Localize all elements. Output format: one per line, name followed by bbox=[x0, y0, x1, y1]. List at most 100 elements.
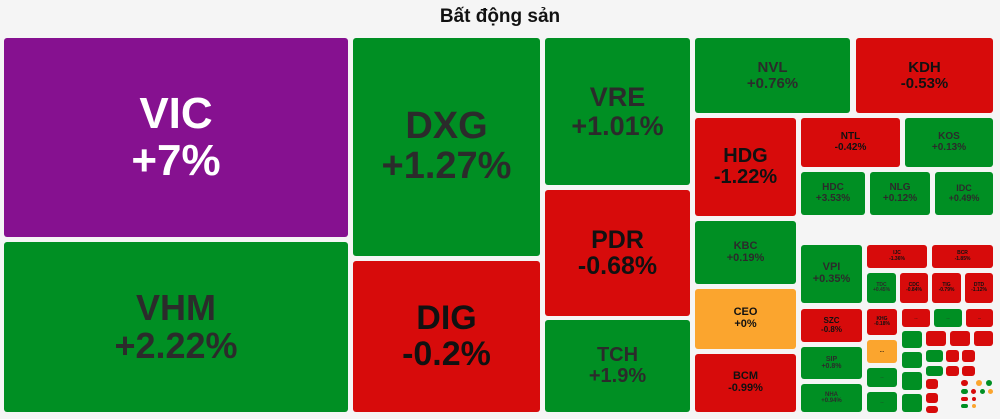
treemap-tile[interactable] bbox=[961, 404, 968, 408]
tile-change: +1.01% bbox=[571, 110, 664, 141]
treemap-tile[interactable]: ... bbox=[966, 309, 993, 327]
tile-symbol: TCH bbox=[596, 344, 639, 366]
tile-change: +0.45% bbox=[872, 287, 891, 293]
tile-change: -1.36% bbox=[889, 255, 905, 262]
treemap-tile-khg[interactable]: KHG -0.18% bbox=[867, 309, 897, 335]
treemap-tile-sip[interactable]: SIP +0.8% bbox=[801, 347, 862, 379]
tile-symbol: BCM bbox=[732, 370, 759, 383]
treemap-tile[interactable] bbox=[950, 331, 970, 346]
treemap-tile-tdc[interactable]: TDC +0.45% bbox=[867, 273, 896, 303]
tile-symbol: ... bbox=[880, 374, 884, 380]
treemap-tile[interactable]: ... bbox=[902, 309, 930, 327]
tile-change: +7% bbox=[131, 135, 221, 185]
treemap-tile[interactable] bbox=[902, 372, 922, 390]
treemap-tile[interactable] bbox=[976, 380, 982, 386]
treemap-tile[interactable] bbox=[971, 389, 976, 394]
tile-change: +0.35% bbox=[812, 273, 851, 285]
tile-symbol: NVL bbox=[757, 58, 788, 76]
tile-symbol: VIC bbox=[139, 89, 213, 139]
treemap-tile[interactable] bbox=[902, 394, 922, 412]
treemap-tile[interactable]: ... bbox=[867, 392, 897, 412]
tile-change: -1.22% bbox=[713, 166, 778, 188]
tile-change: +1.9% bbox=[588, 365, 647, 387]
treemap-tile-nvl[interactable]: NVL +0.76% bbox=[695, 38, 850, 113]
tile-change: -0.8% bbox=[821, 324, 842, 334]
tile-change: +0% bbox=[734, 318, 757, 330]
treemap-tile[interactable] bbox=[961, 397, 968, 401]
treemap-tile[interactable] bbox=[902, 331, 922, 348]
treemap-tile-dig[interactable]: DIG -0.2% bbox=[353, 261, 540, 412]
tile-change: +0.76% bbox=[746, 74, 799, 92]
tile-symbol: ... bbox=[914, 314, 918, 320]
treemap-tile-ijc[interactable]: IJC -1.36% bbox=[867, 245, 927, 268]
treemap-tile[interactable] bbox=[926, 393, 938, 403]
treemap-tile[interactable] bbox=[902, 352, 922, 368]
treemap-tile[interactable] bbox=[926, 406, 938, 413]
treemap-tile-ceo[interactable]: CEO +0% bbox=[695, 289, 796, 349]
treemap-tile-tig[interactable]: TIG -0.79% bbox=[932, 273, 961, 303]
tile-symbol: HDG bbox=[723, 145, 768, 167]
tile-symbol: IDC bbox=[956, 183, 972, 194]
tile-change: +3.53% bbox=[815, 192, 851, 204]
tile-change: -1.85% bbox=[954, 255, 971, 262]
treemap-tile-ntl[interactable]: NTL -0.42% bbox=[801, 118, 900, 167]
treemap-tile-nha[interactable]: NHA +0.94% bbox=[801, 384, 862, 412]
treemap-tile-vpi[interactable]: VPI +0.35% bbox=[801, 245, 862, 303]
tile-change: +2.22% bbox=[114, 325, 238, 366]
tile-change: -0.84% bbox=[906, 287, 922, 293]
treemap-tile-dxg[interactable]: DXG +1.27% bbox=[353, 38, 540, 256]
tile-change: +0.8% bbox=[821, 363, 842, 370]
chart-title: Bất động sản bbox=[439, 6, 561, 27]
treemap-tile[interactable] bbox=[962, 350, 975, 362]
treemap-tile-szc[interactable]: SZC -0.8% bbox=[801, 309, 862, 342]
tile-symbol: SIP bbox=[825, 355, 838, 363]
treemap-tile-kos[interactable]: KOS +0.13% bbox=[905, 118, 993, 167]
treemap-tile[interactable] bbox=[926, 350, 943, 362]
tile-symbol: DTD bbox=[973, 281, 985, 288]
treemap-tile[interactable] bbox=[926, 366, 943, 376]
treemap-tile[interactable] bbox=[974, 331, 993, 346]
treemap-tile-vic[interactable]: VIC +7% bbox=[4, 38, 348, 237]
treemap-tile[interactable] bbox=[946, 366, 959, 376]
treemap-tile[interactable]: ... bbox=[867, 340, 897, 363]
treemap-tile[interactable] bbox=[926, 379, 938, 389]
treemap-tile-vhm[interactable]: VHM +2.22% bbox=[4, 242, 348, 412]
tile-symbol: TDC bbox=[876, 281, 887, 288]
treemap-tile[interactable] bbox=[962, 366, 975, 376]
treemap-tile[interactable] bbox=[988, 389, 993, 394]
treemap-tile-bcr[interactable]: BCR -1.85% bbox=[932, 245, 993, 268]
tile-change: -0.42% bbox=[834, 141, 867, 153]
treemap-tile[interactable] bbox=[946, 350, 959, 362]
treemap-tile-kbc[interactable]: KBC +0.19% bbox=[695, 221, 796, 284]
treemap-tile[interactable] bbox=[980, 389, 985, 394]
treemap-tile-dtd[interactable]: DTD -1.12% bbox=[965, 273, 993, 303]
treemap-tile[interactable]: ... bbox=[934, 309, 962, 327]
treemap-tile[interactable] bbox=[926, 331, 946, 346]
treemap-tile-nlg[interactable]: NLG +0.12% bbox=[870, 172, 930, 215]
treemap-tile-vre[interactable]: VRE +1.01% bbox=[545, 38, 690, 185]
treemap-tile[interactable] bbox=[972, 397, 976, 401]
treemap-tile-hdg[interactable]: HDG -1.22% bbox=[695, 118, 796, 216]
tile-symbol: SZC bbox=[823, 316, 840, 326]
treemap-tile-pdr[interactable]: PDR -0.68% bbox=[545, 190, 690, 316]
treemap-tile-hdc[interactable]: HDC +3.53% bbox=[801, 172, 865, 215]
treemap-tile[interactable] bbox=[986, 380, 992, 386]
tile-symbol: ... bbox=[880, 398, 884, 404]
treemap-tile[interactable]: ... bbox=[867, 368, 897, 387]
tile-change: -1.12% bbox=[971, 287, 987, 293]
treemap-tile[interactable] bbox=[972, 404, 976, 408]
treemap-tile-cdc[interactable]: CDC -0.84% bbox=[900, 273, 928, 303]
treemap-tile[interactable] bbox=[961, 389, 968, 394]
tile-symbol: NHA bbox=[825, 391, 838, 398]
tile-symbol: IJC bbox=[893, 250, 901, 257]
treemap-tile-idc[interactable]: IDC +0.49% bbox=[935, 172, 993, 215]
tile-symbol: ... bbox=[879, 347, 885, 354]
treemap-tile-tch[interactable]: TCH +1.9% bbox=[545, 320, 690, 412]
tile-change: -0.68% bbox=[577, 252, 658, 280]
tile-symbol: DXG bbox=[405, 105, 488, 148]
treemap-tile-bcm[interactable]: BCM -0.99% bbox=[695, 354, 796, 412]
treemap-tile-kdh[interactable]: KDH -0.53% bbox=[856, 38, 993, 113]
tile-symbol: KBC bbox=[733, 239, 758, 252]
treemap-tile[interactable] bbox=[961, 380, 968, 386]
tile-symbol: VHM bbox=[136, 287, 216, 329]
